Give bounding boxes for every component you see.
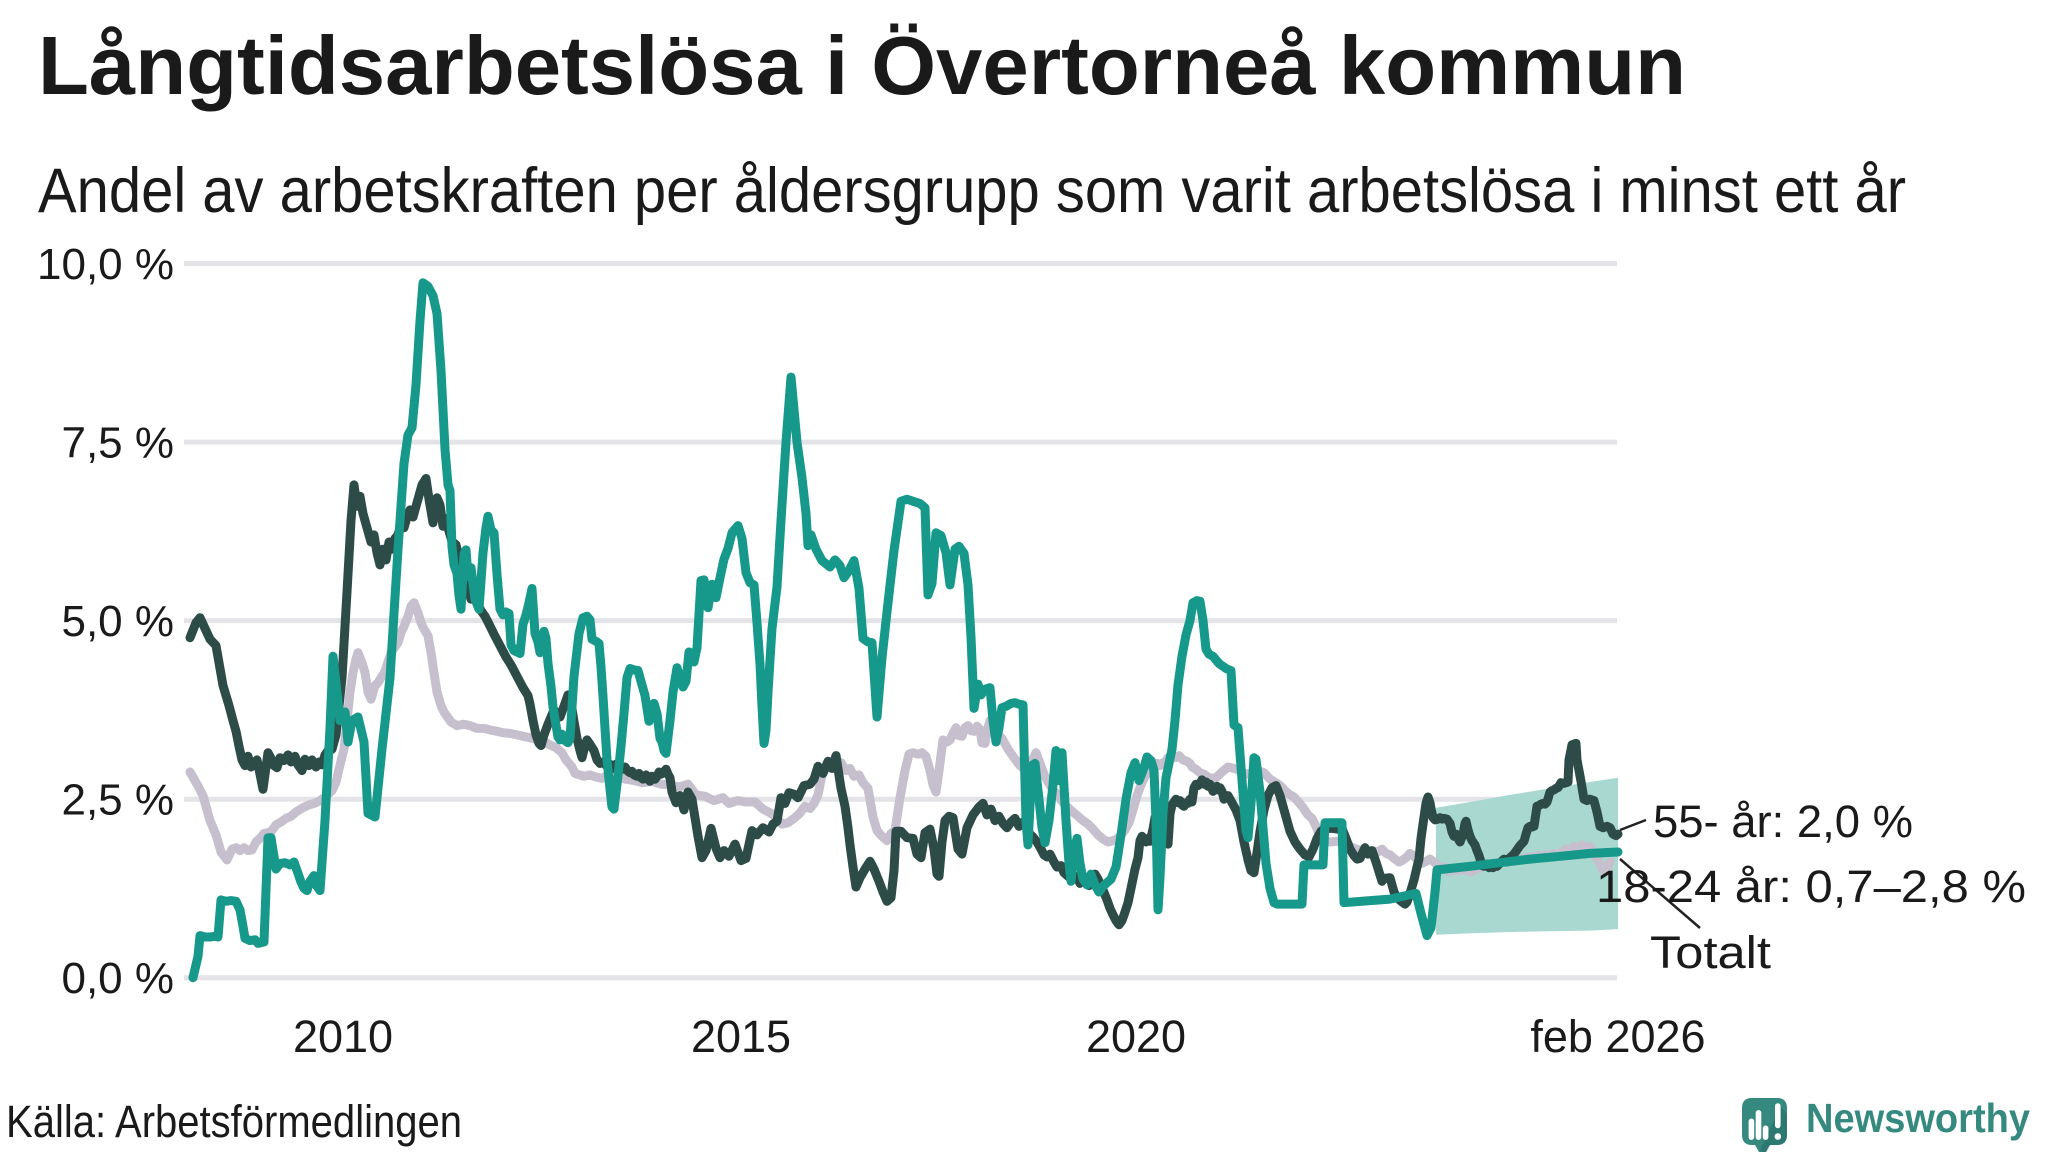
svg-text:2020: 2020 bbox=[1086, 1011, 1186, 1062]
svg-text:7,5 %: 7,5 % bbox=[61, 419, 174, 468]
svg-text:Långtidsarbetslösa i Övertorne: Långtidsarbetslösa i Övertorneå kommun bbox=[38, 19, 1686, 112]
svg-text:feb 2026: feb 2026 bbox=[1530, 1011, 1705, 1062]
svg-text:18-24 år: 0,7–2,8 %: 18-24 år: 0,7–2,8 % bbox=[1596, 861, 2026, 912]
svg-text:2015: 2015 bbox=[691, 1011, 791, 1062]
svg-text:10,0 %: 10,0 % bbox=[37, 240, 174, 289]
svg-text:5,0 %: 5,0 % bbox=[61, 597, 174, 646]
svg-text:Totalt: Totalt bbox=[1650, 927, 1772, 978]
svg-text:0,0 %: 0,0 % bbox=[61, 954, 174, 1003]
svg-text:Andel av arbetskraften per åld: Andel av arbetskraften per åldersgrupp s… bbox=[38, 156, 1906, 226]
svg-text:2,5 %: 2,5 % bbox=[61, 776, 174, 825]
svg-text:2010: 2010 bbox=[293, 1011, 393, 1062]
svg-text:Newsworthy: Newsworthy bbox=[1806, 1095, 2030, 1141]
svg-text:Källa: Arbetsförmedlingen: Källa: Arbetsförmedlingen bbox=[6, 1096, 462, 1147]
svg-text:55- år: 2,0 %: 55- år: 2,0 % bbox=[1653, 796, 1913, 847]
